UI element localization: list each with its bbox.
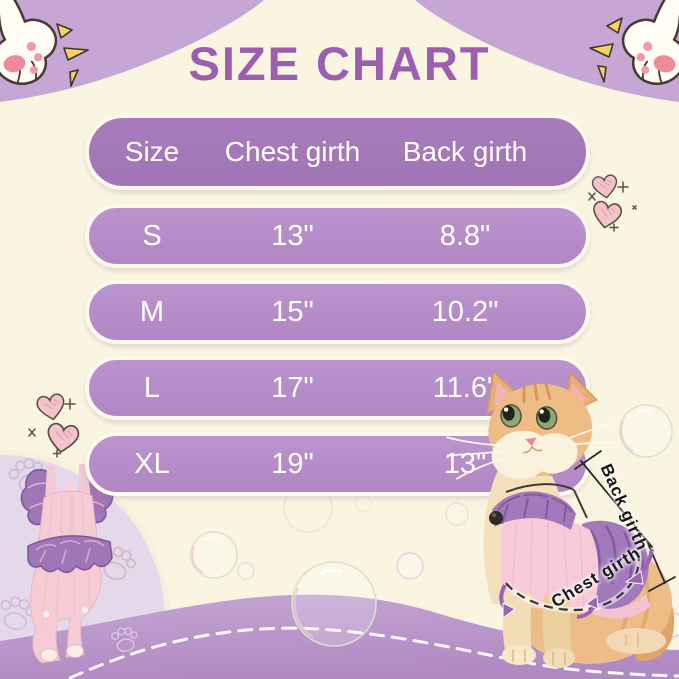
back-girth-value: 10.2"	[431, 295, 499, 328]
garment-photo	[20, 464, 114, 664]
hearts-right-icon	[588, 174, 637, 232]
back-girth-value: 8.8"	[439, 219, 491, 252]
size-label: S	[142, 219, 162, 252]
back-girth-value: 11.6"	[432, 371, 498, 404]
table-row-m: M 15" 10.2"	[85, 280, 590, 344]
column-header-chest-girth: Chest girth	[224, 136, 361, 167]
cat-head	[446, 370, 616, 480]
garment-waist-ruffle	[27, 535, 113, 574]
chest-girth-value: 17"	[271, 371, 314, 404]
cat-photo	[446, 370, 675, 668]
table-row-s: S 13" 8.8"	[85, 204, 590, 268]
page-title: SIZE CHART	[188, 37, 491, 90]
size-label: XL	[134, 447, 170, 480]
hearts-left-icon	[28, 393, 80, 458]
chest-girth-value: 19"	[271, 447, 314, 480]
chest-girth-value: 13"	[271, 219, 314, 252]
column-header-back-girth: Back girth	[402, 136, 528, 167]
column-header-size: Size	[124, 136, 180, 167]
size-label: L	[143, 371, 161, 404]
chest-girth-value: 15"	[271, 295, 314, 328]
table-header-row: Size Chest girth Back girth	[85, 114, 590, 190]
size-label: M	[139, 295, 165, 328]
